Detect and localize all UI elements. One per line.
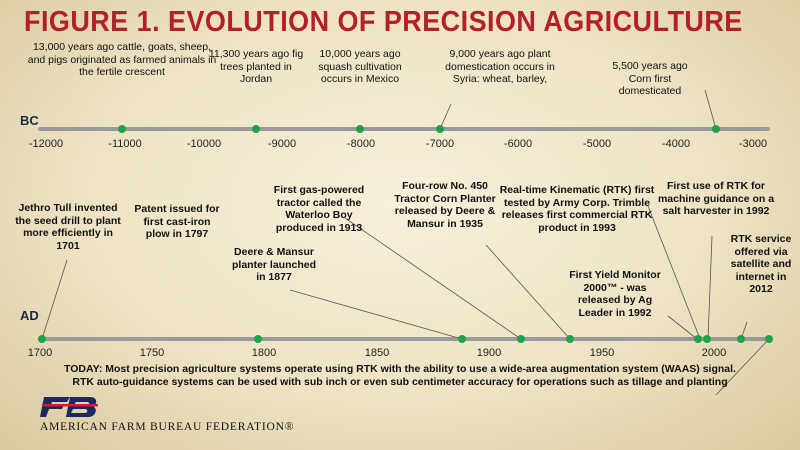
- today-note: TODAY: Most precision agriculture system…: [64, 363, 736, 388]
- bc-tick: -4000: [661, 138, 691, 150]
- ad-leader-1992: [667, 315, 698, 340]
- ad-era-label: AD: [20, 308, 39, 323]
- bc-dot-13000: [118, 125, 126, 133]
- bc-tick: -10000: [186, 138, 222, 150]
- figure-title: FIGURE 1. EVOLUTION OF PRECISION AGRICUL…: [24, 6, 743, 38]
- ad-leader-1877: [289, 289, 463, 340]
- ad-event-deere-planter: Deere & Mansur planter launched in 1877: [232, 246, 317, 283]
- bc-tick: -9000: [267, 138, 297, 150]
- ad-dot-1913: [517, 335, 525, 343]
- ad-event-yield-monitor: First Yield Monitor 2000™ - was released…: [569, 269, 661, 319]
- bc-tick: -3000: [738, 138, 768, 150]
- bc-dot-5500: [712, 125, 720, 133]
- ad-leader-1935: [485, 244, 571, 340]
- ad-tick: 1850: [364, 347, 390, 359]
- bc-dot-11300: [252, 125, 260, 133]
- ad-dot-2012: [737, 335, 745, 343]
- ad-leader-1701: [41, 259, 68, 340]
- bc-leader-9000: [439, 103, 452, 130]
- ad-tick: 1950: [589, 347, 615, 359]
- bc-event-figs: 11,300 years ago fig trees planted in Jo…: [208, 48, 304, 85]
- bc-dot-9000: [436, 125, 444, 133]
- ad-event-rtk-satellite: RTK service offered via satellite and in…: [730, 233, 792, 295]
- bc-event-syria: 9,000 years ago plant domestication occu…: [445, 48, 555, 85]
- bc-tick: -5000: [582, 138, 612, 150]
- ad-dot-1935: [566, 335, 574, 343]
- ad-event-plow: Patent issued for first cast-iron plow i…: [134, 203, 220, 240]
- bc-tick: -6000: [503, 138, 533, 150]
- ad-dot-1701: [38, 335, 46, 343]
- ad-leader-today: [715, 338, 770, 396]
- ad-leader-1913: [344, 217, 522, 340]
- ad-event-tractor: First gas-powered tractor called the Wat…: [273, 184, 365, 234]
- ad-dot-1877: [458, 335, 466, 343]
- ad-dot-1797: [254, 335, 262, 343]
- ad-tick: 1900: [476, 347, 502, 359]
- ad-tick: 1750: [139, 347, 165, 359]
- ad-tick: 1800: [251, 347, 277, 359]
- bc-tick: -8000: [346, 138, 376, 150]
- ad-dot-1993: [703, 335, 711, 343]
- bc-leader-5500: [704, 89, 717, 130]
- ad-leader-1993: [647, 205, 701, 340]
- ad-event-seed-drill: Jethro Tull invented the seed drill to p…: [15, 202, 121, 252]
- ad-event-corn-planter: Four-row No. 450 Tractor Corn Planter re…: [394, 180, 496, 230]
- bc-event-animals: 13,000 years ago cattle, goats, sheep, a…: [27, 41, 217, 78]
- ad-tick: 1700: [27, 347, 53, 359]
- farm-bureau-logo: [40, 397, 98, 417]
- ad-event-rtk-army: Real-time Kinematic (RTK) first tested b…: [499, 184, 655, 234]
- bc-event-squash: 10,000 years ago squash cultivation occu…: [318, 48, 402, 85]
- ad-event-rtk-salt: First use of RTK for machine guidance on…: [657, 180, 775, 217]
- bc-tick: -7000: [425, 138, 455, 150]
- organization-name: AMERICAN FARM BUREAU FEDERATION®: [40, 421, 295, 433]
- bc-event-corn: 5,500 years ago Corn first domesticated: [612, 60, 688, 97]
- bc-era-label: BC: [20, 113, 39, 128]
- bc-tick: -12000: [28, 138, 64, 150]
- bc-tick: -11000: [108, 138, 142, 150]
- bc-dot-10000: [356, 125, 364, 133]
- ad-tick: 2000: [701, 347, 727, 359]
- ad-dot-today: [765, 335, 773, 343]
- ad-dot-1992a: [694, 335, 702, 343]
- ad-leader-rtk-salt: [707, 235, 713, 340]
